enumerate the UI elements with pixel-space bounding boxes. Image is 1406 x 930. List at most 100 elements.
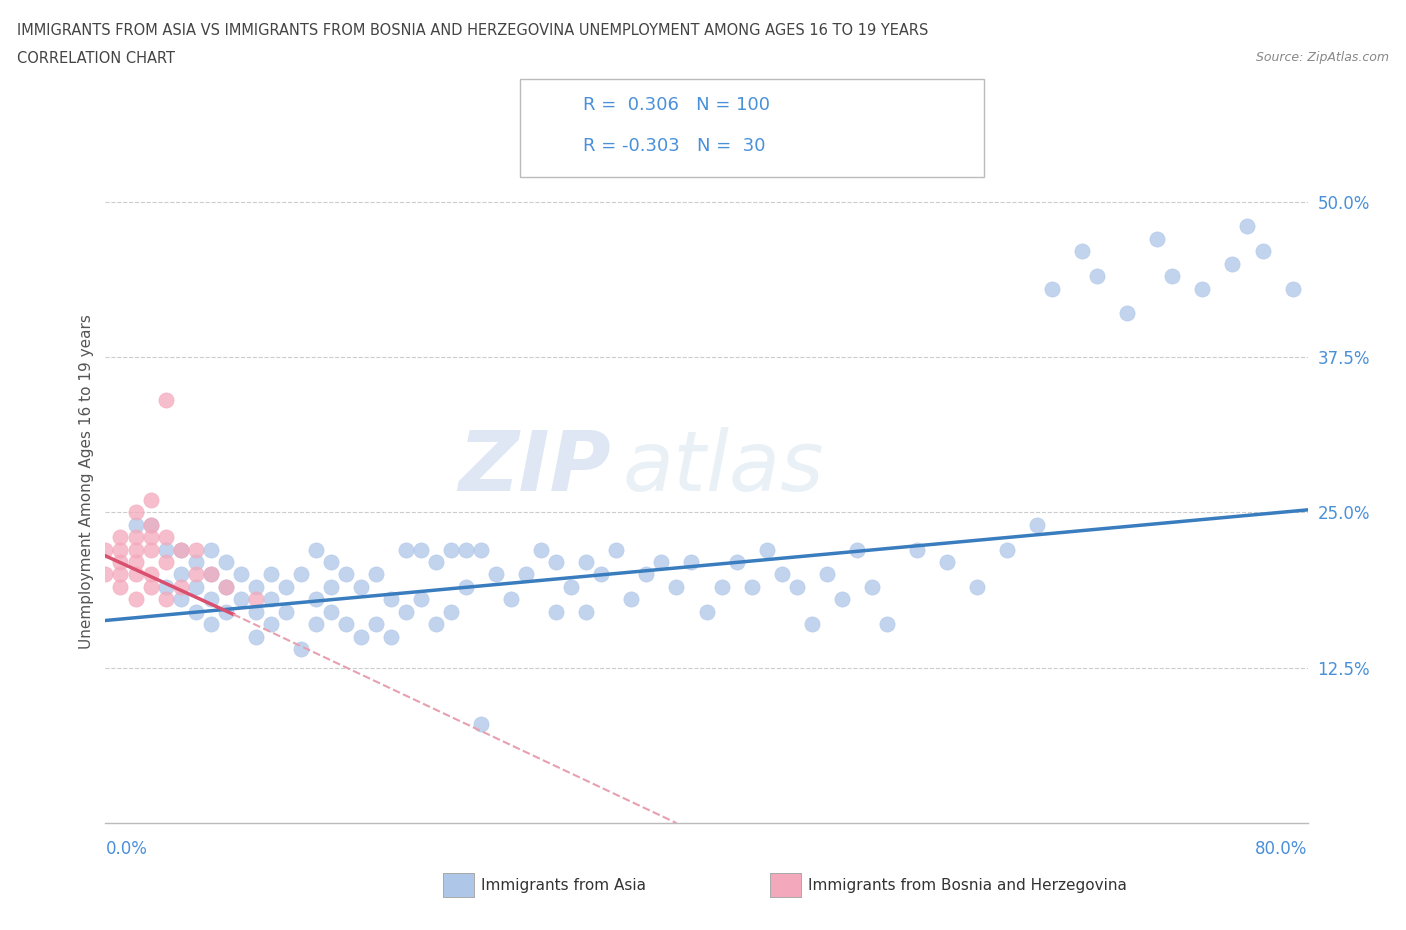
Text: atlas: atlas xyxy=(623,427,824,508)
Point xyxy=(1161,269,1184,284)
Point xyxy=(214,604,236,619)
Point xyxy=(485,567,508,582)
Point xyxy=(124,542,146,557)
Point xyxy=(155,591,177,606)
Point xyxy=(575,554,598,569)
Point xyxy=(335,617,357,631)
Point xyxy=(169,542,191,557)
Point xyxy=(350,630,373,644)
Point xyxy=(364,617,387,631)
Y-axis label: Unemployment Among Ages 16 to 19 years: Unemployment Among Ages 16 to 19 years xyxy=(79,313,94,649)
Point xyxy=(260,591,283,606)
Point xyxy=(876,617,898,631)
Point xyxy=(755,542,778,557)
Point xyxy=(139,493,162,508)
Point xyxy=(184,604,207,619)
Point xyxy=(530,542,553,557)
Point xyxy=(395,604,418,619)
Point xyxy=(335,567,357,582)
Point xyxy=(409,591,432,606)
Point xyxy=(1116,306,1139,321)
Point xyxy=(169,542,191,557)
Point xyxy=(245,591,267,606)
Point xyxy=(305,542,328,557)
Point xyxy=(591,567,613,582)
Point xyxy=(139,530,162,545)
Point xyxy=(155,542,177,557)
Point xyxy=(620,591,643,606)
Point xyxy=(200,542,222,557)
Point xyxy=(110,579,132,594)
Point xyxy=(560,579,582,594)
Point xyxy=(1026,517,1049,532)
Point xyxy=(1222,257,1244,272)
Point xyxy=(860,579,883,594)
Point xyxy=(184,567,207,582)
Text: R =  0.306   N = 100: R = 0.306 N = 100 xyxy=(583,96,770,114)
Point xyxy=(696,604,718,619)
Point xyxy=(139,517,162,532)
Point xyxy=(440,542,463,557)
Point xyxy=(229,591,252,606)
Point xyxy=(936,554,959,569)
Point xyxy=(1085,269,1108,284)
Point xyxy=(786,579,808,594)
Point xyxy=(124,567,146,582)
Text: 80.0%: 80.0% xyxy=(1256,840,1308,857)
Point xyxy=(605,542,627,557)
Point xyxy=(636,567,658,582)
Point xyxy=(470,542,492,557)
Point xyxy=(350,579,373,594)
Point xyxy=(214,579,236,594)
Point xyxy=(501,591,523,606)
Point xyxy=(380,591,402,606)
Point xyxy=(966,579,988,594)
Point xyxy=(770,567,793,582)
Point xyxy=(305,617,328,631)
Text: CORRELATION CHART: CORRELATION CHART xyxy=(17,51,174,66)
Point xyxy=(409,542,432,557)
Point xyxy=(1040,281,1063,296)
Point xyxy=(440,604,463,619)
Point xyxy=(290,567,312,582)
Point xyxy=(110,530,132,545)
Point xyxy=(139,567,162,582)
Text: R = -0.303   N =  30: R = -0.303 N = 30 xyxy=(583,137,766,155)
Point xyxy=(454,542,477,557)
Point xyxy=(515,567,537,582)
Point xyxy=(575,604,598,619)
Point xyxy=(155,554,177,569)
Text: Source: ZipAtlas.com: Source: ZipAtlas.com xyxy=(1256,51,1389,64)
Point xyxy=(124,530,146,545)
Point xyxy=(200,567,222,582)
Point xyxy=(200,591,222,606)
Point xyxy=(155,579,177,594)
Point xyxy=(124,517,146,532)
Point xyxy=(274,579,297,594)
Point xyxy=(94,542,117,557)
Point xyxy=(124,554,146,569)
Point xyxy=(200,617,222,631)
Point xyxy=(380,630,402,644)
Point xyxy=(364,567,387,582)
Point xyxy=(1236,219,1258,234)
Point xyxy=(454,579,477,594)
Point xyxy=(94,567,117,582)
Point xyxy=(260,567,283,582)
Point xyxy=(319,579,342,594)
Point xyxy=(815,567,838,582)
Point xyxy=(184,554,207,569)
Point xyxy=(1191,281,1213,296)
Point xyxy=(845,542,868,557)
Point xyxy=(725,554,748,569)
Point xyxy=(245,579,267,594)
Point xyxy=(665,579,688,594)
Point xyxy=(184,542,207,557)
Point xyxy=(200,567,222,582)
Point xyxy=(319,604,342,619)
Point xyxy=(139,517,162,532)
Point xyxy=(169,567,191,582)
Point xyxy=(139,542,162,557)
Point xyxy=(124,505,146,520)
Point xyxy=(1071,244,1094,259)
